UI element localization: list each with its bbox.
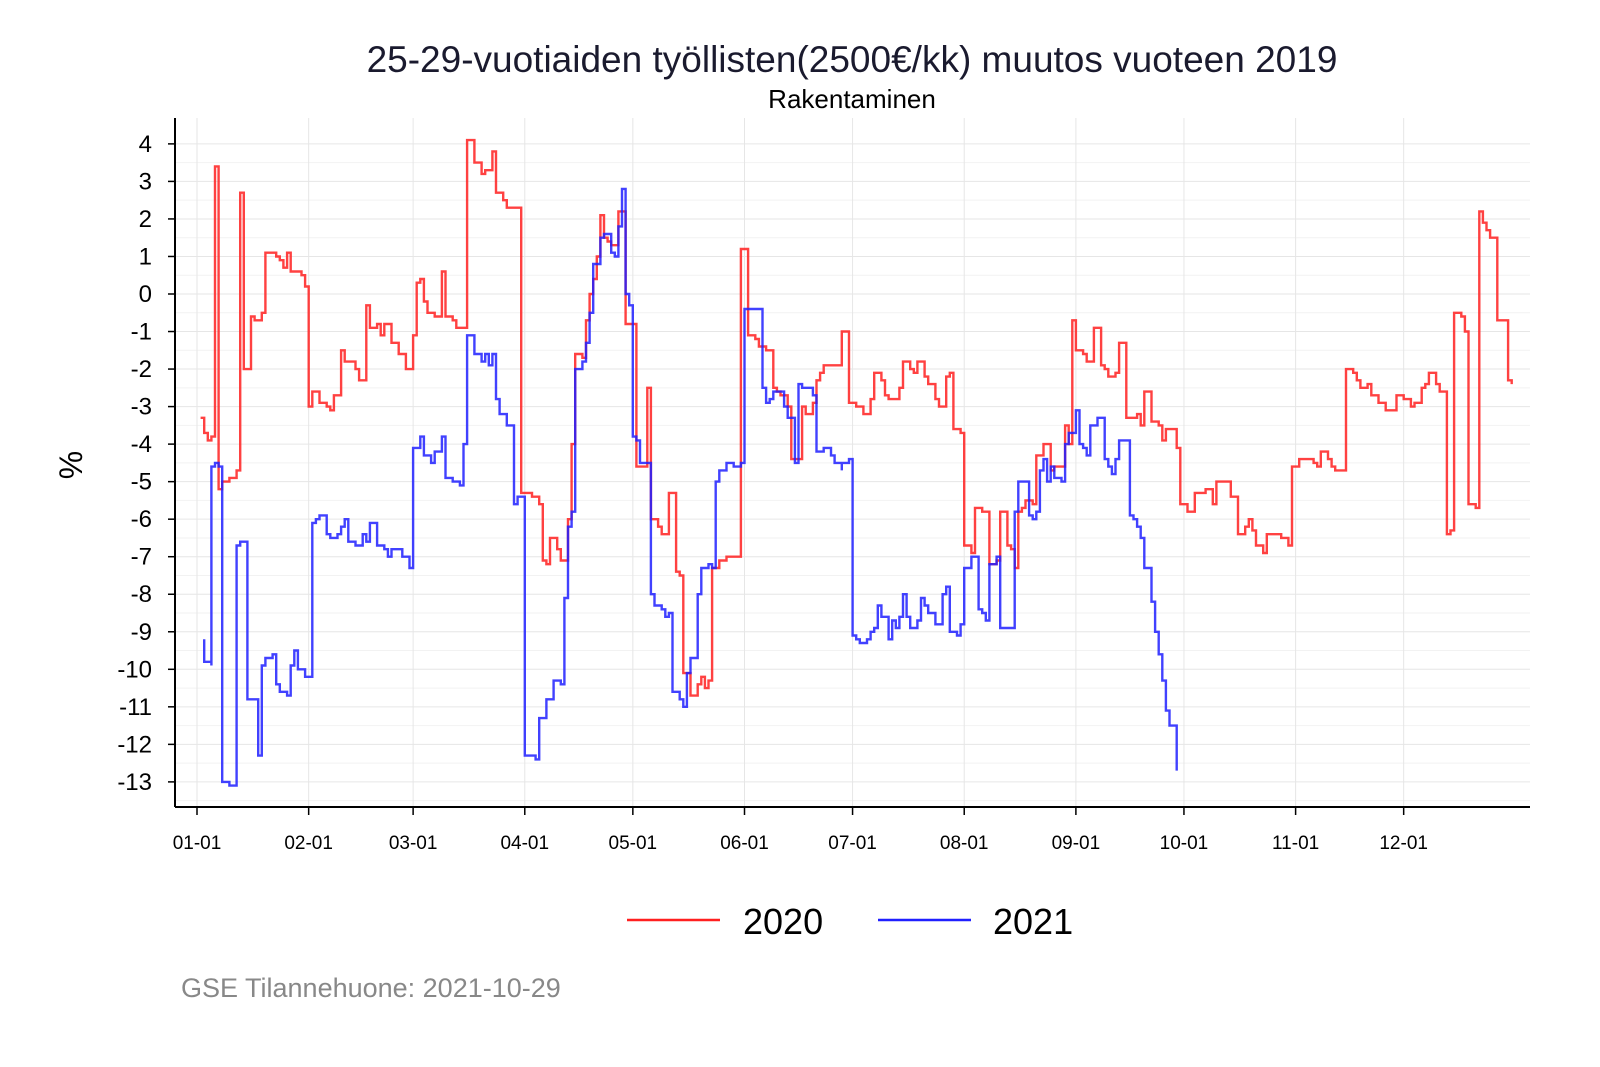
y-tick-label: -2: [131, 356, 152, 383]
x-tick-label: 10-01: [1160, 833, 1209, 854]
caption: GSE Tilannehuone: 2021-10-29: [181, 973, 561, 1003]
x-tick-label: 06-01: [720, 833, 769, 854]
chart-subtitle: Rakentaminen: [768, 84, 936, 114]
y-tick-label: 1: [139, 243, 152, 270]
y-axis-label: %: [53, 451, 89, 479]
x-tick-label: 03-01: [389, 833, 438, 854]
y-tick-label: -12: [117, 731, 152, 758]
y-tick-label: 4: [139, 131, 152, 158]
x-tick-label: 09-01: [1052, 833, 1101, 854]
x-tick-label: 12-01: [1379, 833, 1428, 854]
x-tick-label: 05-01: [609, 833, 658, 854]
x-ticks: 01-01 02-01 03-01 04-01 05-01 06-01 07-01 08-01…: [173, 807, 1428, 854]
x-tick-label: 01-01: [173, 833, 222, 854]
y-tick-label: -5: [131, 469, 152, 496]
y-tick-label: -8: [131, 581, 152, 608]
y-tick-label: -9: [131, 619, 152, 646]
y-tick-label: 3: [139, 168, 152, 195]
legend-label-2021: 2021: [993, 901, 1073, 942]
x-tick-label: 07-01: [828, 833, 877, 854]
y-tick-label: 2: [139, 206, 152, 233]
x-tick-label: 11-01: [1272, 833, 1319, 854]
y-tick-label: -10: [117, 656, 152, 683]
y-tick-label: -3: [131, 394, 152, 421]
y-tick-label: -7: [131, 544, 152, 571]
y-tick-label: 0: [139, 281, 152, 308]
y-tick-label: -6: [131, 506, 152, 533]
y-tick-label: -4: [131, 431, 152, 458]
y-tick-label: -13: [117, 769, 152, 796]
legend: 2020 2021: [627, 901, 1073, 942]
series-group: [200, 138, 1513, 787]
x-tick-label: 04-01: [500, 833, 549, 854]
x-tick-label: 08-01: [940, 833, 989, 854]
y-tick-label: -1: [131, 319, 152, 346]
series-line-2021: [203, 187, 1178, 787]
x-tick-label: 02-01: [284, 833, 333, 854]
y-tick-label: -11: [119, 694, 152, 721]
chart-title: 25-29-vuotiaiden työllisten(2500€/kk) mu…: [367, 39, 1338, 80]
y-ticks: 4 3 2 1 0 -1 -2 -3 -4 -5 -6 -7 -8 -9 -10 -11 -12 -13: [117, 131, 175, 796]
series-line-2020: [200, 138, 1513, 697]
legend-label-2020: 2020: [743, 901, 823, 942]
